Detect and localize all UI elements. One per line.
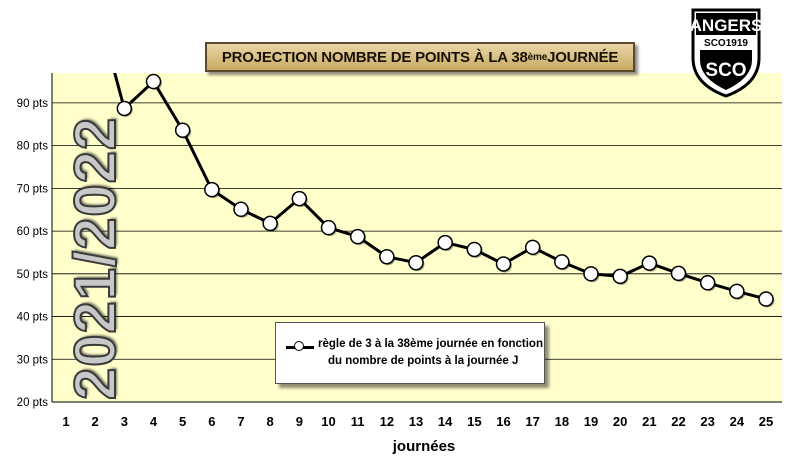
data-point (495, 256, 512, 272)
x-tick-label: 21 (642, 414, 656, 429)
y-tick-labels: 20 pts 30 pts 40 pts 50 pts 60 pts 70 pts 80 p… (17, 98, 49, 409)
x-tick-label: 4 (150, 414, 158, 429)
x-tick-label: 11 (351, 414, 365, 429)
chart-title-superscript: ème (527, 51, 548, 63)
data-point (670, 265, 687, 282)
data-point (612, 268, 628, 285)
data-point (524, 239, 541, 256)
x-tick-label: 19 (584, 414, 598, 429)
legend-marker-icon (286, 340, 314, 354)
club-logo: ANGERS SCO1919 SCO (690, 8, 762, 98)
logo-name: ANGERS (690, 16, 762, 35)
season-label: 2021/2022 (62, 116, 129, 401)
data-point (466, 241, 483, 258)
data-point (174, 122, 191, 139)
legend-entry: règle de 3 à la 38ème journée en fonctio… (318, 336, 543, 370)
y-tick-label: 60 pts (17, 226, 49, 238)
data-point (408, 254, 424, 271)
data-point (758, 291, 774, 307)
data-point (145, 73, 162, 90)
x-tick-label: 7 (237, 414, 244, 429)
data-point (320, 219, 337, 236)
x-tick-label: 2 (92, 414, 99, 429)
chart-title-main: PROJECTION NOMBRE DE POINTS À LA 38 (221, 48, 528, 66)
x-tick-label: 22 (671, 414, 685, 429)
x-tick-label: 17 (525, 414, 539, 429)
gridlines (52, 102, 782, 360)
x-tick-label: 25 (759, 414, 773, 429)
logo-est: SCO1919 (704, 38, 748, 49)
x-tick-label: 1 (62, 414, 69, 429)
y-tick-label: 80 pts (17, 141, 49, 153)
chart-title: PROJECTION NOMBRE DE POINTS À LA 38 ème J… (205, 42, 635, 72)
x-tick-label: 20 (613, 414, 627, 429)
legend: règle de 3 à la 38ème journée en fonctio… (275, 322, 545, 384)
x-tick-label: 18 (555, 414, 569, 429)
y-tick-label: 20 pts (17, 397, 49, 409)
series-group (113, 73, 775, 308)
x-tick-label: 6 (208, 414, 215, 429)
x-tick-label: 8 (267, 414, 274, 429)
logo-banner (696, 13, 756, 35)
x-tick-label: 16 (496, 414, 510, 429)
legend-line-1: règle de 3 à la 38ème journée en fonctio… (318, 338, 543, 350)
x-tick-label: 5 (179, 414, 186, 429)
x-tick-label: 24 (730, 414, 745, 429)
legend-line-2: du nombre de points à la journée J (328, 355, 519, 367)
data-point (554, 254, 570, 270)
data-point (116, 100, 133, 117)
x-tick-label: 14 (438, 414, 453, 429)
x-tick-label: 15 (467, 414, 481, 429)
data-point (583, 266, 599, 282)
logo-stripes (700, 50, 752, 90)
y-tick-label: 90 pts (17, 98, 49, 110)
data-point (699, 275, 716, 291)
x-tick-labels: 1 2 3 4 5 6 7 8 9 10 11 12 13 14 15 16 17 18 19 20 21 22 23 24 2… (62, 414, 773, 429)
data-point (437, 234, 453, 251)
data-point (729, 283, 745, 300)
x-tick-label: 9 (296, 414, 303, 429)
data-point (262, 215, 278, 232)
y-tick-label: 40 pts (17, 312, 49, 324)
chart-title-end: JOURNÉE (547, 48, 619, 66)
data-point (641, 255, 658, 271)
x-tick-label: 10 (321, 414, 335, 429)
x-tick-label: 13 (409, 414, 423, 429)
x-tick-label: 3 (121, 414, 128, 429)
y-tick-label: 70 pts (17, 183, 49, 195)
data-point (233, 201, 249, 218)
x-tick-label: 12 (380, 414, 394, 429)
data-point (204, 181, 220, 198)
x-axis-label: journées (392, 438, 456, 455)
data-point (291, 190, 308, 207)
y-tick-label: 30 pts (17, 354, 49, 366)
y-tick-label: 50 pts (17, 269, 49, 281)
data-point (379, 248, 395, 265)
x-tick-label: 23 (700, 414, 714, 429)
logo-monogram: SCO (705, 60, 746, 81)
data-point (349, 228, 366, 245)
